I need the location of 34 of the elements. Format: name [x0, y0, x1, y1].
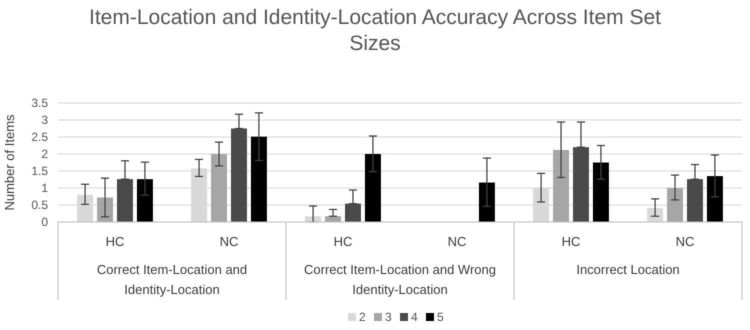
- bar: [97, 198, 113, 222]
- y-axis-title: Number of Items: [2, 114, 17, 211]
- legend-label: 3: [385, 310, 392, 324]
- x-tick-label: NC: [220, 234, 238, 249]
- bar: [136, 179, 153, 222]
- bar: [592, 162, 609, 222]
- bar: [553, 150, 569, 222]
- y-tick-label: 2: [41, 147, 48, 161]
- legend-label: 5: [437, 310, 444, 324]
- bar: [250, 136, 267, 222]
- y-tick-label: 1: [41, 181, 48, 195]
- text: Incorrect Location: [576, 262, 680, 277]
- y-tick-label: 3: [41, 113, 48, 127]
- bar: [478, 182, 495, 222]
- y-tick-label: 0.5: [31, 198, 48, 212]
- bar: [364, 154, 381, 222]
- bar: [647, 208, 664, 222]
- bar: [667, 188, 683, 222]
- y-tick-label: 3.5: [31, 96, 48, 110]
- x-tick-label: HC: [562, 234, 580, 249]
- x-tick-label: NC: [448, 234, 466, 249]
- y-tick-label: 0: [41, 215, 48, 229]
- y-tick-label: 2.5: [31, 130, 48, 144]
- x-tick-label: HC: [334, 234, 352, 249]
- bar: [706, 176, 723, 222]
- legend-label: 2: [359, 310, 366, 324]
- x-tick-label: HC: [106, 234, 124, 249]
- bar: [211, 154, 227, 222]
- x-tick-label: NC: [676, 234, 694, 249]
- text: Correct Item-Location and Identity-Location: [96, 262, 248, 297]
- y-tick-label: 1.5: [31, 164, 48, 178]
- legend-label: 4: [411, 310, 418, 324]
- text: Correct Item-Location and Wrong Identity-Location: [304, 262, 496, 297]
- chart-title: Item-Location and Identity-Location Accuracy Across Item Set Sizes: [89, 6, 662, 55]
